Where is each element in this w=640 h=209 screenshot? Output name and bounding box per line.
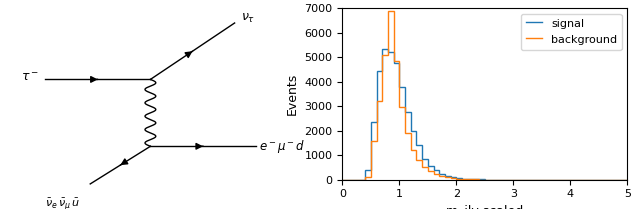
Text: $\bar{\nu}_e\,\bar{\nu}_{\mu}\,\bar{u}$: $\bar{\nu}_e\,\bar{\nu}_{\mu}\,\bar{u}$ <box>45 196 80 209</box>
Legend: signal, background: signal, background <box>521 14 621 50</box>
Text: $\nu_\tau$: $\nu_\tau$ <box>241 12 255 25</box>
X-axis label: m_jlv scaled: m_jlv scaled <box>446 205 524 209</box>
Text: $\tau^-$: $\tau^-$ <box>21 71 39 84</box>
Y-axis label: Events: Events <box>286 73 299 115</box>
Text: $e^-\mu^-d$: $e^-\mu^-d$ <box>259 138 305 155</box>
